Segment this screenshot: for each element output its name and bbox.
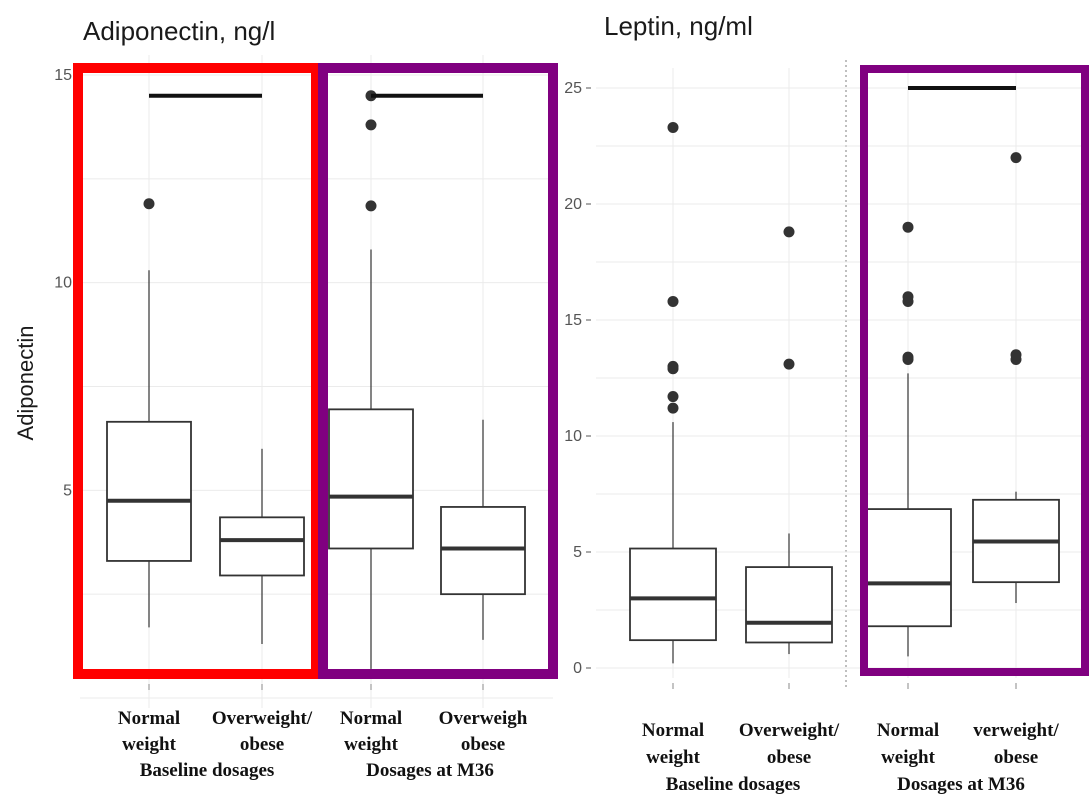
adiponectin-panel: Adiponectin, ng/l Adiponectin 5 10 15 Norm… <box>13 16 558 781</box>
outlier-point <box>783 226 795 238</box>
category-label-line1: Normal <box>877 720 939 741</box>
box-iqr <box>440 506 526 596</box>
outlier-point <box>667 402 679 414</box>
category-label-line1: Overweight/ <box>739 720 840 741</box>
left-y-tick-label: 15 <box>54 67 72 84</box>
category-label-line2: weight <box>122 734 177 755</box>
adiponectin-title: Adiponectin, ng/l <box>83 16 275 46</box>
outlier-point <box>783 358 795 370</box>
outlier-point <box>143 198 155 210</box>
group-label: Dosages at M36 <box>897 774 1025 795</box>
baseline-highlight-frame <box>73 63 321 679</box>
left-y-tick-label: 10 <box>54 275 72 292</box>
outlier-point <box>1010 152 1022 164</box>
leptin-title: Leptin, ng/ml <box>604 11 753 41</box>
outlier-point <box>667 121 679 133</box>
category-label-line1: verweight/ <box>973 720 1059 741</box>
right-y-tick-label: 15 <box>564 312 582 329</box>
group-label: Baseline dosages <box>140 760 275 781</box>
category-label-line2: obese <box>461 734 505 755</box>
box-iqr <box>864 508 952 628</box>
box-iqr <box>629 547 717 642</box>
outlier-point <box>667 360 679 372</box>
right-y-tick-label: 10 <box>564 428 582 445</box>
left-y-tick-label: 5 <box>63 482 72 499</box>
m36-highlight-frame <box>318 63 558 679</box>
right-y-tick-label: 5 <box>573 544 582 561</box>
category-label-line1: Normal <box>118 708 180 729</box>
box-iqr <box>328 408 414 550</box>
outlier-point <box>667 295 679 307</box>
category-label-line2: obese <box>994 747 1038 768</box>
right-y-tick-label: 25 <box>564 80 582 97</box>
category-label-line1: Normal <box>642 720 704 741</box>
outlier-point <box>902 291 914 303</box>
outlier-point <box>365 119 377 131</box>
box-iqr <box>219 516 305 577</box>
outlier-point <box>667 391 679 403</box>
category-label-line2: obese <box>767 747 811 768</box>
category-label-line2: obese <box>240 734 284 755</box>
outlier-point <box>365 200 377 212</box>
category-label-line1: Overweigh <box>439 708 528 729</box>
outlier-point <box>902 221 914 233</box>
outlier-point <box>902 351 914 363</box>
m36-highlight-frame-leptin <box>860 65 1089 676</box>
outlier-point <box>1010 349 1022 361</box>
category-label-line1: Overweight/ <box>212 708 313 729</box>
leptin-panel: Leptin, ng/ml 0 5 10 15 20 25 Normal weight Ove… <box>564 11 1091 795</box>
category-label-line2: weight <box>646 747 701 768</box>
box-iqr <box>106 420 192 562</box>
right-y-tick-label: 0 <box>573 660 582 677</box>
category-label-line2: weight <box>881 747 936 768</box>
right-y-tick-label: 20 <box>564 196 582 213</box>
group-label: Dosages at M36 <box>366 760 494 781</box>
category-label-line2: weight <box>344 734 399 755</box>
adiponectin-y-axis-label: Adiponectin <box>13 326 38 441</box>
box-iqr <box>745 566 833 644</box>
group-label: Baseline dosages <box>666 774 801 795</box>
category-label-line1: Normal <box>340 708 402 729</box>
